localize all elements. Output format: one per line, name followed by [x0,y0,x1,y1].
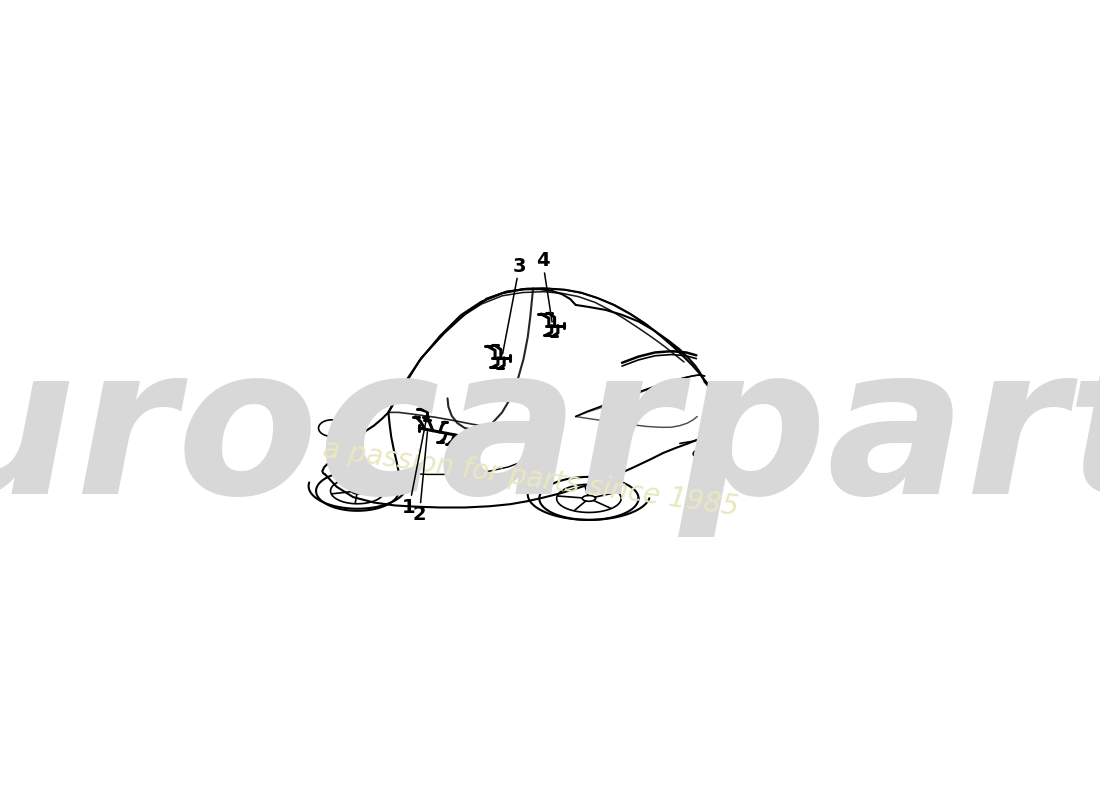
Text: 1: 1 [403,415,427,517]
Text: a passion for parts since 1985: a passion for parts since 1985 [321,435,740,522]
Text: eurocarparts: eurocarparts [0,338,1100,538]
Text: 2: 2 [412,432,428,525]
Text: 4: 4 [536,251,552,322]
Text: 3: 3 [503,257,526,354]
